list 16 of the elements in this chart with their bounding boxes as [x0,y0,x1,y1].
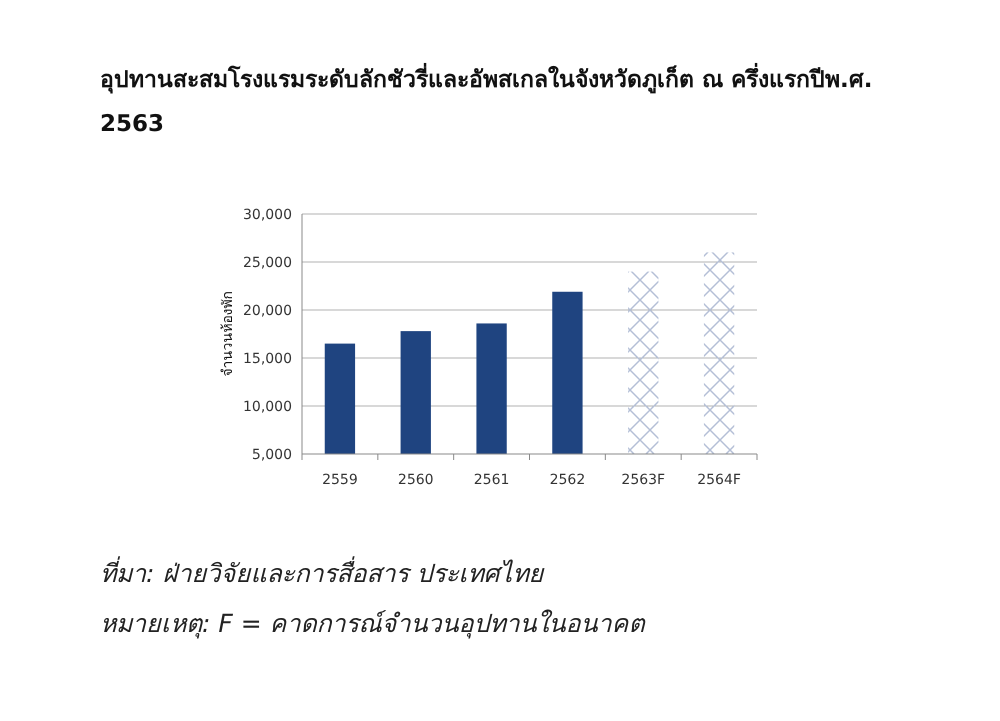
y-tick-label: 15,000 [243,351,292,367]
y-tick-label: 10,000 [243,399,292,415]
text: ที่มา: ฝ่ายวิจัยและการสื่อสาร ประเทศไทย [100,555,546,590]
y-tick-label: 25,000 [243,255,292,271]
x-tick-label: 2562 [550,472,586,488]
text: หมายเหตุ: F = คาดการณ์จำนวนอุปทานในอนาคต [100,608,646,640]
x-tick-label: 2564F [697,472,741,488]
x-tick-label: 2559 [322,472,358,488]
y-tick-label: 30,000 [243,207,292,223]
x-tick-label: 2561 [474,472,510,488]
x-tick-label: 2563F [621,472,666,488]
y-tick-label: 5,000 [252,447,292,463]
x-tick-label: 2560 [398,472,434,488]
y-axis-title: จำนวนห้องพัก [220,292,236,376]
chart-title: อุปทานสะสมโรงแรมระดับลักชัวรี่และอัพสเกลในจังหวัดภูเก็ต ณ ครึ่งแรกปีพ.ศ. 2563 [100,62,874,139]
y-tick-label: 20,000 [243,303,292,319]
